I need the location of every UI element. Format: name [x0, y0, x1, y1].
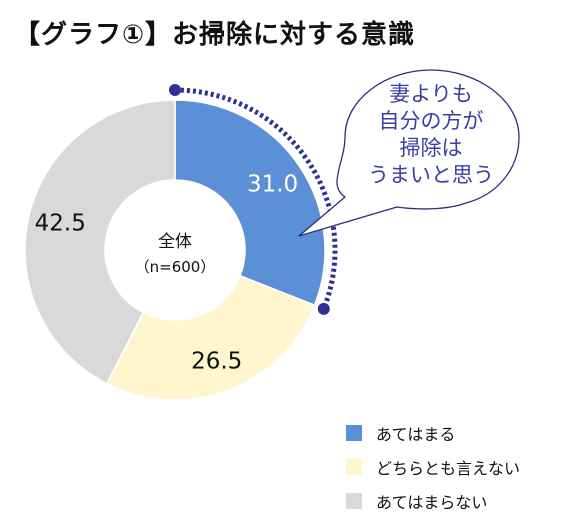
highlight-arc: [169, 84, 338, 315]
value-label-atehamaranai: 42.5: [35, 210, 86, 236]
legend-swatch-atehamaru: [346, 425, 362, 441]
value-label-dochiratomo: 26.5: [191, 348, 242, 374]
speech-bubble-text: 妻よりも自分の方が掃除はうまいと思う: [368, 82, 494, 187]
speech-bubble-line: 掃除は: [400, 136, 463, 160]
speech-bubble-line: 自分の方が: [379, 109, 484, 133]
legend: あてはまる どちらとも言えない あてはまらない: [346, 416, 520, 518]
legend-item-atehamaru: あてはまる: [346, 416, 520, 450]
speech-bubble-line: うまいと思う: [368, 163, 494, 187]
legend-item-atehamaranai: あてはまらない: [346, 484, 520, 518]
highlight-arc-dotted-line: [174, 87, 338, 310]
value-labels-layer: 31.0 26.5 42.5: [35, 172, 299, 375]
speech-bubble: 妻よりも自分の方が掃除はうまいと思う: [298, 69, 520, 237]
pie-slice-atehamaru: [174, 99, 326, 307]
value-label-atehamaru: 31.0: [247, 172, 298, 198]
legend-swatch-dochiratomo: [346, 459, 362, 475]
speech-bubble-outline: [298, 69, 520, 237]
highlight-arc-end-dot: [317, 302, 330, 315]
center-sublabel: （n=600）: [135, 258, 216, 276]
legend-label-atehamaru: あてはまる: [376, 425, 456, 444]
legend-label-dochiratomo: どちらとも言えない: [376, 459, 521, 478]
legend-item-dochiratomo: どちらとも言えない: [346, 450, 520, 484]
pie-slice-dochiratomo: [105, 274, 316, 401]
chart-title: 【グラフ①】お掃除に対する意識: [14, 20, 416, 50]
donut-center: 全体 （n=600）: [135, 232, 216, 276]
legend-swatch-atehamaranai: [346, 493, 362, 509]
slices-layer: [24, 99, 326, 401]
center-label: 全体: [158, 232, 192, 252]
highlight-arc-start-dot: [169, 84, 181, 96]
legend-label-atehamaranai: あてはまらない: [376, 493, 488, 512]
pie-slice-atehamaranai: [24, 99, 176, 385]
speech-bubble-line: 妻よりも: [389, 82, 473, 106]
